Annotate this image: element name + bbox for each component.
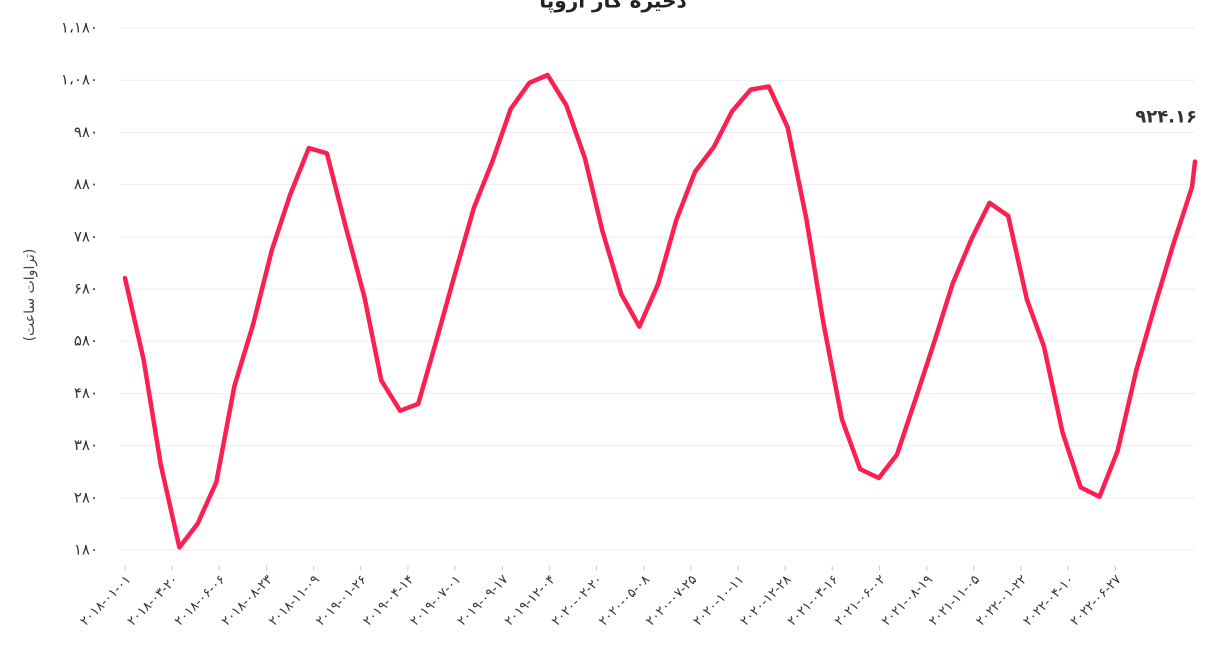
y-tick-label: ۱،۱۸۰ — [61, 19, 98, 37]
y-tick-label: ۷۸۰ — [74, 227, 98, 245]
value-label: ۹۲۴.۱۶ — [1135, 107, 1197, 128]
y-tick-label: ۸۸۰ — [74, 175, 98, 193]
y-tick-label: ۶۸۰ — [74, 280, 98, 298]
y-tick-label: ۲۸۰ — [74, 488, 98, 506]
y-tick-label: ۱۸۰ — [74, 541, 98, 559]
y-tick-label: ۵۸۰ — [74, 332, 98, 350]
y-tick-label: ۳۸۰ — [74, 436, 98, 454]
x-tick-label: ۲۰۲۲-۰۶-۲۷ — [1068, 572, 1125, 629]
y-tick-label: ۴۸۰ — [74, 384, 98, 402]
y-tick-label: ۹۸۰ — [74, 123, 98, 141]
y-tick-label: ۱،۰۸۰ — [61, 71, 98, 89]
line — [122, 72, 1198, 550]
y-axis-label: (تراوات ساعت) — [22, 249, 38, 342]
chart-title: ذخیره گاز اروپا — [539, 0, 687, 14]
